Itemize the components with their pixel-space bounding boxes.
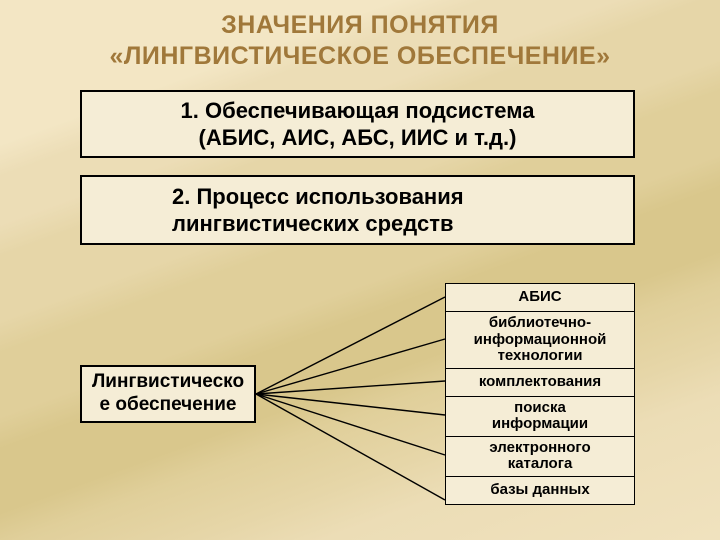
diagram-target-table: АБИС библиотечно- информационной техноло… [445, 283, 635, 505]
target-row-catalog: электронного каталога [446, 436, 635, 476]
target-row-bibl-tech: библиотечно- информационной технологии [446, 312, 635, 369]
target-row-poisk: поиска информации [446, 396, 635, 436]
diagram-source-box: Лингвистическо е обеспечение [80, 365, 256, 423]
title-line-1: ЗНАЧЕНИЯ ПОНЯТИЯ [221, 11, 499, 39]
source-line1: Лингвистическо [92, 371, 244, 392]
def2-line1: 2. Процесс использования [172, 184, 464, 209]
title-line-2: «ЛИНГВИСТИЧЕСКОЕ ОБЕСПЕЧЕНИЕ» [109, 42, 610, 70]
definition-box-2: 2. Процесс использования лингвистических… [80, 175, 635, 245]
target-row-komplekt: комплектования [446, 368, 635, 396]
def2-line2: лингвистических средств [172, 211, 454, 236]
source-line2: е обеспечение [100, 394, 237, 415]
target-row-abis: АБИС [446, 284, 635, 312]
definition-box-1: 1. Обеспечивающая подсистема (АБИС, АИС,… [80, 90, 635, 158]
target-row-db: базы данных [446, 476, 635, 504]
def1-line2: (АБИС, АИС, АБС, ИИС и т.д.) [199, 125, 517, 150]
def1-line1: 1. Обеспечивающая подсистема [181, 98, 535, 123]
slide-title: ЗНАЧЕНИЯ ПОНЯТИЯ «ЛИНГВИСТИЧЕСКОЕ ОБЕСПЕ… [0, 0, 720, 73]
